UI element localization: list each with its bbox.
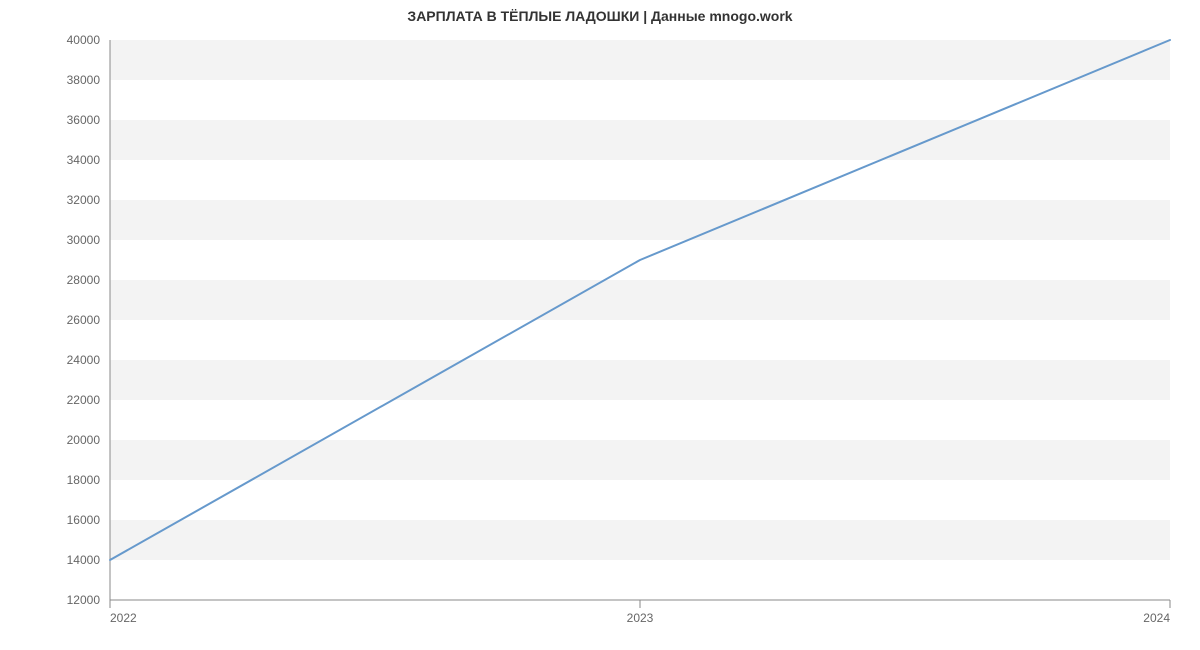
grid-band: [110, 120, 1170, 160]
grid-band: [110, 520, 1170, 560]
grid-band: [110, 280, 1170, 320]
y-tick-label: 14000: [67, 553, 101, 567]
y-tick-label: 18000: [67, 473, 101, 487]
y-tick-label: 38000: [67, 73, 101, 87]
y-tick-label: 16000: [67, 513, 101, 527]
y-tick-label: 36000: [67, 113, 101, 127]
grid-band: [110, 560, 1170, 600]
grid-band: [110, 400, 1170, 440]
grid-band: [110, 360, 1170, 400]
y-tick-label: 26000: [67, 313, 101, 327]
x-tick-label: 2024: [1143, 611, 1170, 625]
grid-band: [110, 160, 1170, 200]
grid-band: [110, 200, 1170, 240]
y-tick-label: 32000: [67, 193, 101, 207]
grid-band: [110, 440, 1170, 480]
y-tick-label: 20000: [67, 433, 101, 447]
grid-band: [110, 480, 1170, 520]
y-tick-label: 12000: [67, 593, 101, 607]
grid-band: [110, 320, 1170, 360]
y-tick-label: 30000: [67, 233, 101, 247]
y-tick-label: 24000: [67, 353, 101, 367]
x-tick-label: 2023: [627, 611, 654, 625]
y-tick-label: 40000: [67, 33, 101, 47]
grid-band: [110, 40, 1170, 80]
y-tick-label: 22000: [67, 393, 101, 407]
salary-chart: ЗАРПЛАТА В ТЁПЛЫЕ ЛАДОШКИ | Данные mnogo…: [0, 0, 1200, 650]
x-tick-label: 2022: [110, 611, 137, 625]
chart-svg: 12000 14000 16000 18000 20000 22000 24000 26000…: [0, 0, 1200, 650]
y-tick-label: 28000: [67, 273, 101, 287]
grid-band: [110, 80, 1170, 120]
y-tick-label: 34000: [67, 153, 101, 167]
